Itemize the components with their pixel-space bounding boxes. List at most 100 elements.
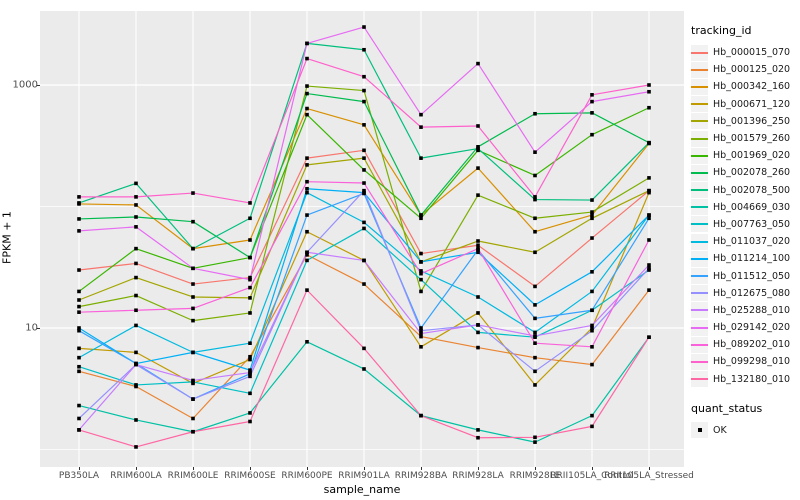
legend-line-icon [691,147,708,164]
legend-quant-status: quant_status OK [691,402,799,439]
y-tick-mark [37,85,40,86]
x-tick-mark [193,467,194,470]
data-point [362,25,366,29]
legend-line-icon [691,319,708,336]
data-point [533,284,537,289]
data-point [647,288,651,292]
x-tick-label-RRII105LA_Stressed: RRII105LA_Stressed [604,471,694,481]
data-point [647,216,651,221]
x-tick-mark [364,467,365,470]
data-point [77,369,81,374]
legend: tracking_id Hb_000015_070 Hb_000125_020 Hb… [691,24,799,439]
data-point [305,41,309,46]
data-point [77,201,81,205]
plot-panel [40,11,684,467]
data-point [248,255,252,260]
legend-title-tracking-id: tracking_id [691,24,752,37]
data-point [533,197,537,202]
x-tick-label-RRIM600PE: RRIM600PE [281,471,333,481]
legend-item-label: Hb_001969_020 [713,150,791,162]
data-point [590,413,594,418]
data-point [590,270,594,274]
data-point [362,148,366,153]
legend-line-icon [691,113,708,130]
data-point [77,428,81,432]
data-point [590,111,594,115]
legend-title-quant-status: quant_status [691,401,763,415]
data-point [77,289,81,294]
data-point [476,61,480,66]
x-tick-mark [592,467,593,470]
data-point [77,416,81,421]
legend-item-Hb_001396_250: Hb_001396_250 [691,113,799,130]
legend-item-label: Hb_132180_010 [713,373,791,385]
data-point [590,328,594,333]
data-point [590,323,594,328]
data-point [533,195,537,199]
legend-item-Hb_089202_010: Hb_089202_010 [691,336,799,353]
legend-line-icon [691,44,708,61]
data-point [647,105,651,110]
data-point [419,331,423,336]
data-point [77,364,81,369]
x-tick-label-RRIM928LA: RRIM928LA [452,471,504,481]
y-axis-title: FPKM + 1 [0,211,14,264]
data-point [590,289,594,294]
data-point [476,435,480,440]
data-point [476,146,480,151]
data-point [590,308,594,313]
data-point [362,47,366,52]
data-point [533,111,537,116]
legend-item-label: Hb_001396_250 [713,115,791,127]
data-point [248,275,252,280]
data-point [647,263,651,267]
data-point [590,132,594,137]
legend-line-icon [691,285,708,302]
data-point [533,303,537,307]
data-point [533,341,537,345]
data-point [419,251,423,256]
data-point [305,213,309,217]
legend-item-label: Hb_007763_050 [713,218,791,230]
legend-item-label: Hb_011214_100 [713,253,791,265]
data-point [590,216,594,221]
data-point [590,198,594,202]
data-point [248,216,252,221]
data-point [533,369,537,374]
data-point [248,374,252,379]
legend-line-icon [691,130,708,147]
data-point [590,236,594,240]
data-point [647,238,651,242]
data-point [305,253,309,257]
data-point [590,93,594,97]
data-point [647,188,651,193]
data-point [191,306,195,311]
data-point [476,246,480,251]
data-point [419,334,423,339]
data-point [362,88,366,93]
legend-line-icon [691,302,708,319]
data-point [305,156,309,160]
data-point [590,213,594,217]
legend-item-label: Hb_001579_260 [713,133,791,145]
data-point [305,56,309,61]
data-point [134,362,138,367]
data-point [590,210,594,214]
legend-item-Hb_011512_050: Hb_011512_050 [691,267,799,285]
legend-item-label: Hb_025288_010 [713,304,791,316]
legend-item-label: Hb_099298_010 [713,356,791,368]
data-point [77,268,81,272]
data-point [590,345,594,349]
data-point [533,173,537,178]
data-point [419,271,423,276]
data-point [191,378,195,383]
data-point [476,428,480,432]
data-point [419,413,423,418]
data-point [77,403,81,408]
data-point [248,277,252,282]
data-point [362,156,366,160]
legend-line-icon [691,96,708,113]
legend-item-Hb_002078_260: Hb_002078_260 [691,164,799,181]
legend-line-icon [691,250,708,267]
